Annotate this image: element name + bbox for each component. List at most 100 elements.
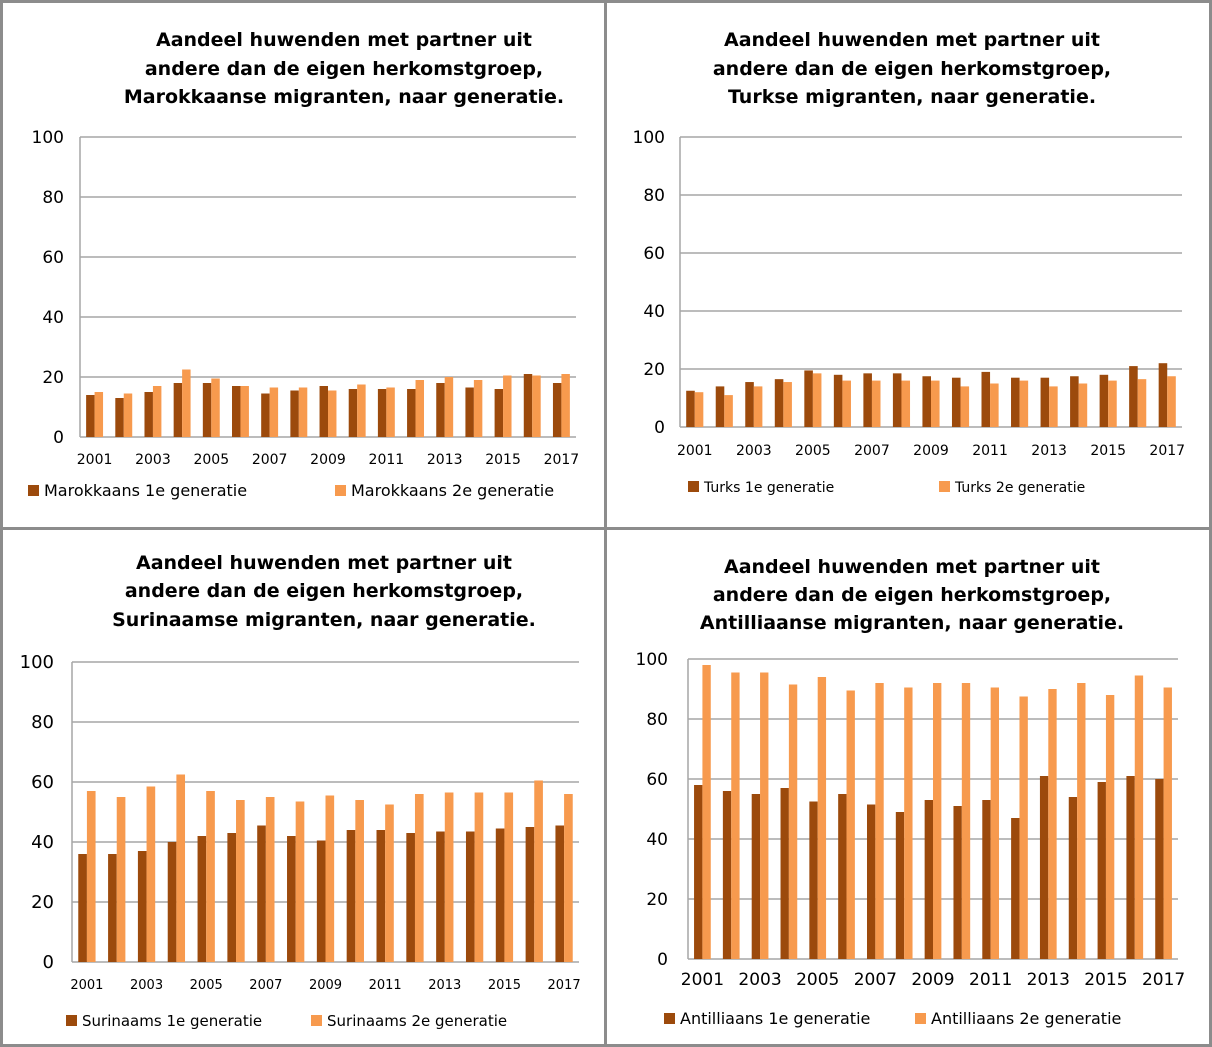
x-tick-label: 2001 (677, 443, 713, 459)
y-tick-label: 80 (31, 712, 54, 733)
bar-first-gen-2013 (436, 383, 445, 437)
bar-first-gen-2009 (924, 800, 933, 959)
bar-second-gen-2013 (444, 377, 454, 437)
bar-first-gen-2015 (495, 828, 505, 962)
bar-second-gen-2001 (694, 392, 704, 427)
chart-marokkaans: Aandeel huwenden met partner uit andere d… (28, 29, 580, 500)
bar-first-gen-2009 (319, 386, 328, 437)
x-tick-label: 2009 (911, 970, 954, 990)
bar-first-gen-2006 (838, 794, 847, 959)
bar-first-gen-2007 (863, 373, 872, 427)
chart-panel-marokkaans: Aandeel huwenden met partner uit andere d… (4, 4, 603, 526)
bar-first-gen-2010 (953, 806, 962, 959)
x-tick-label: 2001 (77, 452, 113, 468)
bar-second-gen-2015 (504, 792, 514, 962)
bar-first-gen-2012 (406, 833, 415, 962)
bar-second-gen-2007 (871, 380, 881, 427)
x-tick-label: 2009 (913, 443, 949, 459)
bar-second-gen-2010 (355, 800, 364, 962)
bar-first-gen-2004 (173, 383, 183, 437)
bar-first-gen-2008 (290, 390, 299, 437)
y-tick-label: 60 (42, 248, 64, 268)
x-tick-label: 2005 (796, 970, 839, 990)
legend-swatch (66, 1015, 77, 1026)
bar-second-gen-2010 (960, 386, 970, 427)
bar-second-gen-2003 (760, 672, 769, 959)
bar-first-gen-2004 (780, 788, 789, 959)
bar-second-gen-2009 (933, 683, 942, 959)
bar-first-gen-2007 (866, 804, 876, 959)
bar-second-gen-2012 (415, 380, 424, 437)
bar-second-gen-2004 (783, 382, 792, 427)
bar-first-gen-2002 (722, 791, 732, 959)
y-tick-label: 80 (643, 186, 665, 206)
legend-label: Antilliaans 2e generatie (931, 1009, 1121, 1028)
y-tick-label: 60 (31, 772, 54, 793)
x-tick-label: 2007 (249, 978, 282, 993)
bar-second-gen-2004 (788, 684, 798, 959)
y-tick-label: 40 (42, 308, 64, 328)
bar-first-gen-2014 (465, 387, 474, 437)
bar-first-gen-2006 (227, 833, 237, 962)
x-tick-label: 2005 (193, 452, 229, 468)
bar-second-gen-2009 (325, 795, 335, 962)
chart-panel-surinaams: Aandeel huwenden met partner uit andere d… (4, 531, 603, 1043)
bar-second-gen-2001 (702, 665, 711, 959)
y-tick-label: 40 (646, 830, 668, 850)
chart-title-line: Turkse migranten, naar generatie. (728, 86, 1096, 108)
bar-second-gen-2008 (901, 380, 911, 427)
x-tick-label: 2007 (854, 443, 890, 459)
bar-first-gen-2017 (1158, 363, 1168, 427)
bar-second-gen-2007 (269, 387, 279, 437)
x-tick-label: 2003 (738, 970, 781, 990)
bar-first-gen-2013 (436, 831, 445, 962)
x-tick-label: 2013 (1027, 970, 1070, 990)
chart-title-line: Aandeel huwenden met partner uit (724, 29, 1100, 51)
bar-first-gen-2001 (686, 390, 695, 427)
bar-first-gen-2011 (376, 830, 386, 962)
bar-first-gen-2007 (257, 825, 266, 962)
bar-second-gen-2014 (474, 792, 484, 962)
bar-second-gen-2008 (298, 387, 308, 437)
x-tick-label: 2017 (544, 452, 580, 468)
bar-second-gen-2011 (990, 687, 1000, 959)
y-tick-label: 40 (31, 832, 54, 853)
bar-first-gen-2010 (348, 389, 358, 437)
bar-first-gen-2013 (1039, 776, 1049, 959)
legend-swatch (28, 485, 39, 496)
legend-label: Turks 2e generatie (954, 480, 1085, 496)
y-tick-label: 80 (42, 188, 64, 208)
y-tick-label: 80 (646, 710, 668, 730)
legend-label: Antilliaans 1e generatie (680, 1009, 870, 1028)
bar-second-gen-2008 (904, 687, 913, 959)
x-tick-label: 2001 (70, 978, 103, 993)
bar-first-gen-2004 (774, 379, 784, 427)
x-tick-label: 2011 (369, 452, 405, 468)
bar-first-gen-2001 (694, 785, 703, 959)
bar-second-gen-2010 (357, 384, 366, 437)
x-tick-label: 2013 (428, 978, 461, 993)
bar-first-gen-2012 (1011, 818, 1020, 959)
bar-second-gen-2015 (1108, 380, 1117, 427)
bar-first-gen-2007 (261, 393, 270, 437)
bar-second-gen-2013 (444, 792, 454, 962)
x-tick-label: 2007 (854, 970, 897, 990)
legend-swatch (939, 481, 950, 492)
x-tick-label: 2005 (795, 443, 831, 459)
bar-second-gen-2014 (1078, 383, 1088, 427)
legend-swatch (688, 481, 699, 492)
legend-label: Turks 1e generatie (703, 480, 834, 496)
bar-first-gen-2003 (144, 392, 153, 437)
horizontal-divider (0, 527, 1212, 530)
bar-second-gen-2012 (1019, 380, 1029, 427)
chart-panel-antilliaans: Aandeel huwenden met partner uit andere d… (608, 531, 1208, 1043)
bar-second-gen-2014 (473, 380, 483, 437)
y-tick-label: 60 (643, 244, 665, 264)
bar-first-gen-2016 (523, 374, 533, 437)
legend-swatch (335, 485, 346, 496)
bar-second-gen-2001 (86, 791, 96, 962)
y-tick-label: 40 (643, 302, 665, 322)
legend-label: Surinaams 1e generatie (82, 1012, 262, 1030)
bar-second-gen-2017 (1163, 687, 1172, 959)
bar-second-gen-2011 (385, 804, 394, 962)
